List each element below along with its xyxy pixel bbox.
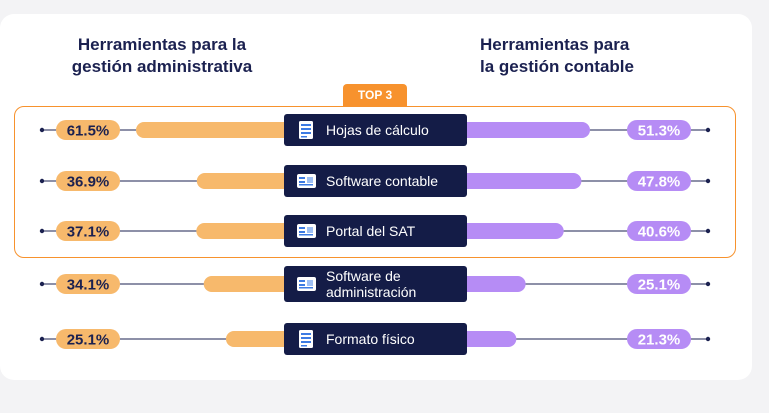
left-bar (225, 331, 296, 347)
category-label: Portal del SAT (326, 223, 416, 239)
category-label: administración (326, 284, 416, 300)
top3-badge: TOP 3 (343, 84, 407, 106)
category-label: Hojas de cálculo (326, 122, 429, 138)
left-value-label: 37.1% (67, 224, 110, 241)
left-bar (203, 276, 296, 292)
left-guide-dot (39, 178, 45, 184)
right-guide-dot (705, 228, 711, 234)
left-value-pill (56, 274, 120, 294)
left-guide-dot (39, 336, 45, 342)
right-heading: Herramientas para la gestión contable (480, 34, 700, 78)
category-label: Software contable (326, 173, 438, 189)
left-bar (196, 223, 296, 239)
category-box (284, 165, 467, 197)
left-value-label: 61.5% (67, 123, 110, 140)
right-value-label: 40.6% (638, 224, 681, 241)
left-heading-line2: gestión administrativa (71, 57, 253, 76)
left-value-label: 34.1% (67, 277, 110, 294)
right-guide-dot (705, 178, 711, 184)
right-value-pill (627, 221, 691, 241)
right-guide-dot (705, 336, 711, 342)
left-guide-dot (39, 281, 45, 287)
left-value-pill (56, 329, 120, 349)
right-value-pill (627, 329, 691, 349)
portal-icon (297, 224, 316, 238)
left-value-pill (56, 171, 120, 191)
left-value-pill (56, 221, 120, 241)
left-heading: Herramientas para la gestión administrat… (44, 34, 280, 78)
right-bar (456, 173, 582, 189)
admin-software-icon (297, 277, 316, 291)
right-heading-line1: Herramientas para (480, 35, 630, 54)
category-box (284, 215, 467, 247)
right-value-label: 25.1% (638, 277, 681, 294)
right-value-pill (627, 120, 691, 140)
right-guide-dot (705, 281, 711, 287)
right-value-pill (627, 171, 691, 191)
left-bar (136, 122, 296, 138)
right-value-label: 47.8% (638, 174, 681, 191)
top3-highlight-frame (14, 106, 736, 258)
category-box (284, 323, 467, 355)
right-bar (456, 331, 517, 347)
right-bar (456, 122, 590, 138)
right-value-pill (627, 274, 691, 294)
right-heading-line2: la gestión contable (480, 57, 634, 76)
category-label: Formato físico (326, 331, 415, 347)
left-value-label: 36.9% (67, 174, 110, 191)
right-bar (456, 276, 526, 292)
left-guide-dot (39, 127, 45, 133)
left-bar (196, 173, 296, 189)
left-value-label: 25.1% (67, 332, 110, 349)
right-bar (456, 223, 564, 239)
spreadsheet-icon (299, 121, 313, 139)
right-value-label: 21.3% (638, 332, 681, 349)
document-icon (299, 330, 313, 348)
software-icon (297, 174, 316, 188)
category-box (284, 266, 467, 302)
left-heading-line1: Herramientas para la (77, 35, 247, 54)
right-guide-dot (705, 127, 711, 133)
left-guide-dot (39, 228, 45, 234)
left-value-pill (56, 120, 120, 140)
right-value-label: 51.3% (638, 123, 681, 140)
category-label: Software de (326, 268, 401, 284)
category-box (284, 114, 467, 146)
